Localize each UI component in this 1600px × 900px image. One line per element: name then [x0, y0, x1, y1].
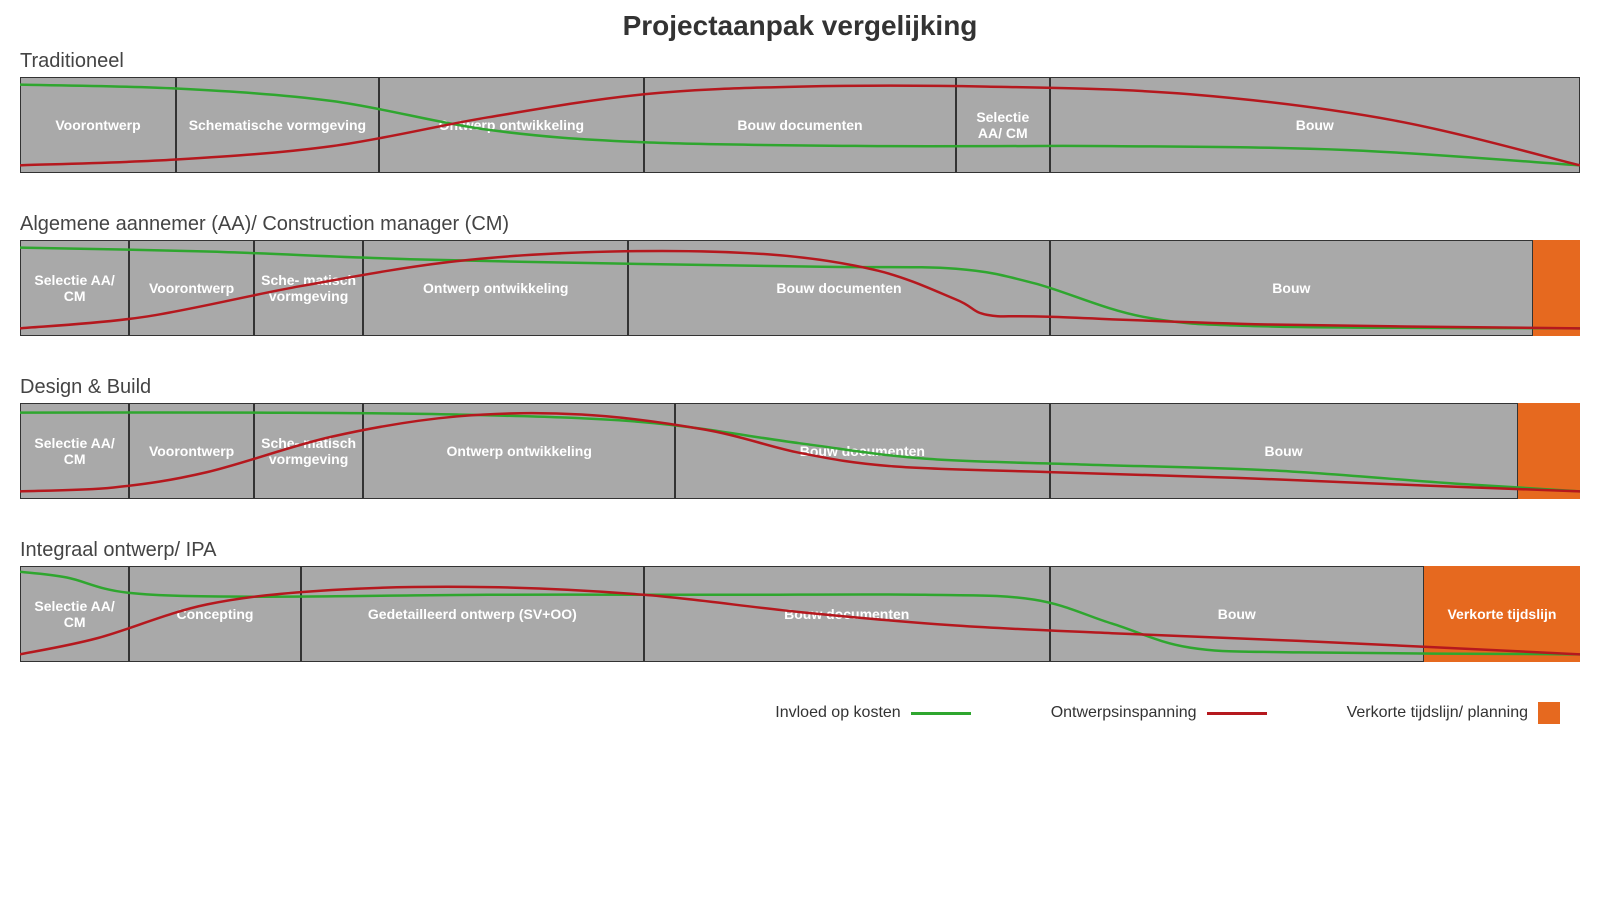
phase-cell: Bouw — [1050, 403, 1518, 499]
legend-red-line — [1207, 712, 1267, 715]
bar-wrap-design-build: Selectie AA/ CMVoorontwerpSche- matisch … — [20, 403, 1580, 499]
section-title-aa-cm: Algemene aannemer (AA)/ Construction man… — [20, 213, 1580, 236]
phase-cell: Bouw — [1050, 77, 1580, 173]
legend-item-green: Invloed op kosten — [775, 704, 970, 722]
phase-cell: Bouw — [1050, 240, 1534, 336]
phase-cell: Voorontwerp — [20, 77, 176, 173]
phase-cell: Ontwerp ontwikkeling — [363, 240, 628, 336]
phase-bar-ipa: Selectie AA/ CMConceptingGedetailleerd o… — [20, 566, 1580, 662]
section-title-traditioneel: Traditioneel — [20, 50, 1580, 73]
phase-cell: Bouw — [1050, 566, 1424, 662]
sections-container: TraditioneelVoorontwerpSchematische vorm… — [20, 50, 1580, 662]
legend-item-red: Ontwerpsinspanning — [1051, 704, 1267, 722]
page-title: Projectaanpak vergelijking — [20, 10, 1580, 42]
bar-wrap-aa-cm: Selectie AA/ CMVoorontwerpSche- matisch … — [20, 240, 1580, 336]
section-design-build: Design & Build Selectie AA/ CMVoorontwerp… — [20, 376, 1580, 499]
phase-cell: Sche- matisch vormgeving — [254, 240, 363, 336]
legend-orange-swatch — [1538, 702, 1560, 724]
phase-cell: Bouw documenten — [644, 77, 956, 173]
phase-cell: Ontwerp ontwikkeling — [363, 403, 675, 499]
phase-cell: Bouw documenten — [644, 566, 1050, 662]
phase-bar-traditioneel: VoorontwerpSchematische vormgevingOntwer… — [20, 77, 1580, 173]
phase-cell: Sche- matisch vormgeving — [254, 403, 363, 499]
legend-green-label: Invloed op kosten — [775, 704, 900, 722]
phase-cell — [1518, 403, 1580, 499]
phase-cell: Voorontwerp — [129, 240, 254, 336]
legend-red-label: Ontwerpsinspanning — [1051, 704, 1197, 722]
bar-wrap-ipa: Selectie AA/ CMConceptingGedetailleerd o… — [20, 566, 1580, 662]
legend: Invloed op kosten Ontwerpsinspanning Ver… — [20, 702, 1580, 724]
phase-cell: Bouw documenten — [628, 240, 1049, 336]
legend-item-orange: Verkorte tijdslijn/ planning — [1347, 702, 1560, 724]
phase-cell: Selectie AA/ CM — [20, 240, 129, 336]
phase-bar-design-build: Selectie AA/ CMVoorontwerpSche- matisch … — [20, 403, 1580, 499]
legend-orange-label: Verkorte tijdslijn/ planning — [1347, 704, 1528, 722]
bar-wrap-traditioneel: VoorontwerpSchematische vormgevingOntwer… — [20, 77, 1580, 173]
phase-cell: Gedetailleerd ontwerp (SV+OO) — [301, 566, 644, 662]
section-aa-cm: Algemene aannemer (AA)/ Construction man… — [20, 213, 1580, 336]
phase-cell: Selectie AA/ CM — [20, 566, 129, 662]
section-title-ipa: Integraal ontwerp/ IPA — [20, 539, 1580, 562]
phase-cell: Voorontwerp — [129, 403, 254, 499]
section-traditioneel: Traditioneel VoorontwerpSchematische vorm… — [20, 50, 1580, 173]
phase-cell: Selectie AA/ CM — [956, 77, 1050, 173]
section-ipa: Integraal ontwerp/ IPA Selectie AA/ CMCon… — [20, 539, 1580, 662]
phase-cell — [1533, 240, 1580, 336]
section-title-design-build: Design & Build — [20, 376, 1580, 399]
phase-cell: Schematische vormgeving — [176, 77, 379, 173]
phase-cell: Ontwerp ontwikkeling — [379, 77, 644, 173]
phase-cell: Bouw documenten — [675, 403, 1049, 499]
phase-cell: Selectie AA/ CM — [20, 403, 129, 499]
phase-cell: Verkorte tijdslijn — [1424, 566, 1580, 662]
phase-cell: Concepting — [129, 566, 301, 662]
legend-green-line — [911, 712, 971, 715]
phase-bar-aa-cm: Selectie AA/ CMVoorontwerpSche- matisch … — [20, 240, 1580, 336]
